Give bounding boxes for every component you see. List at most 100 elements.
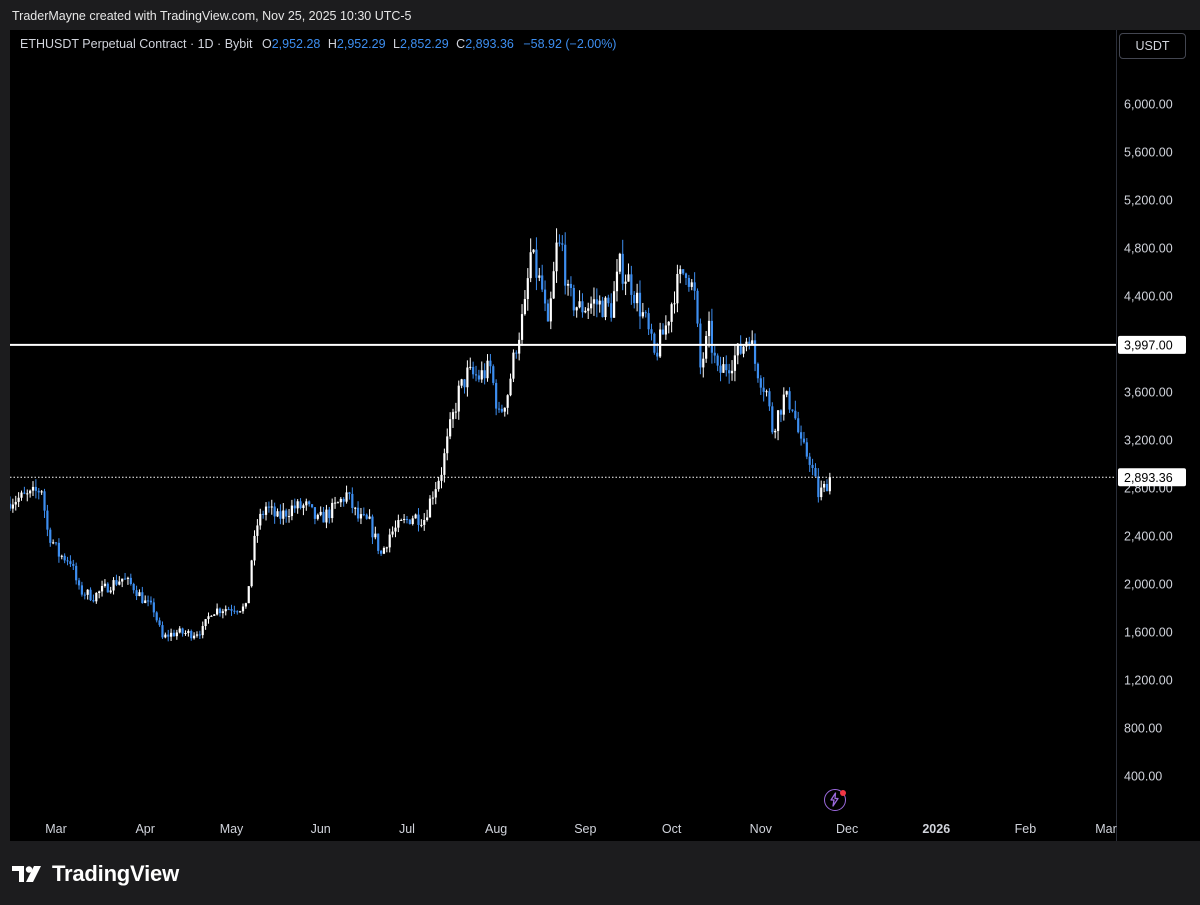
candle-body [365,514,368,519]
candle-body [135,590,138,597]
chart-pane[interactable] [10,30,1116,841]
candle-body [566,283,570,286]
tradingview-logo[interactable]: TradingView [12,861,179,887]
candles-group [10,228,831,642]
candle-body [333,502,337,504]
candle-body [765,391,768,393]
price-tick-label: 3,600.00 [1124,386,1173,400]
candle-body [100,586,104,592]
candle-body [472,366,475,375]
candle-body [601,300,604,318]
candle-body [181,628,184,634]
high-label: H [327,37,337,51]
close-value: 2,893.36 [465,37,514,51]
candle-body [492,366,495,383]
candle-body [262,513,265,515]
candle-body [515,352,518,354]
candle-body [414,514,417,519]
candle-body [49,529,52,543]
candle-body [115,580,118,585]
candle-body [34,486,37,491]
time-tick-label: Sep [574,822,596,836]
candle-body [371,516,374,538]
candle-body [46,510,49,530]
candle-body [604,297,607,318]
candle-body [785,391,788,395]
candle-body [673,303,676,305]
symbol-title: ETHUSDT Perpetual Contract · 1D · Bybit [20,37,253,51]
price-scale[interactable] [1116,30,1200,841]
candle-body [17,497,20,502]
candle-body [426,517,429,520]
candle-body [377,533,380,551]
candle-body [216,608,219,615]
candle-body [431,497,434,499]
candle-body [555,242,558,272]
candle-body [618,253,621,272]
candle-body [753,340,757,364]
candle-body [210,615,213,617]
candle-body [83,594,86,596]
candle-body [190,631,193,639]
candle-body [500,408,504,412]
candle-body [638,292,642,317]
change-value: −58.92 (−2.00%) [523,37,617,51]
open-label: O [261,37,272,51]
candle-body [394,527,397,532]
candle-body [29,490,32,494]
candle-body [241,606,245,612]
candle-body [250,560,253,587]
candle-body [54,542,58,544]
price-tag-label: 2,893.36 [1124,471,1173,485]
candle-body [92,600,95,602]
candle-body [549,298,552,322]
candle-body [541,275,544,290]
candle-body [636,292,639,304]
candle-body [558,242,561,244]
candle-body [391,531,394,535]
candle-body [339,498,342,503]
candle-body [342,498,345,502]
candle-body [276,511,279,517]
candle-body [659,329,662,357]
candle-body [702,358,705,368]
candle-body [221,611,224,614]
candle-body [469,366,472,368]
candle-body [356,507,360,519]
candle-body [610,303,613,318]
candle-body [152,602,155,613]
candle-body [218,608,222,614]
candle-body [351,493,354,508]
candle-body [584,310,587,313]
candle-body [336,502,340,504]
candle-body [779,410,783,415]
candle-body [164,634,167,638]
candle-body [31,486,35,491]
candle-body [213,614,216,616]
tradingview-wordmark: TradingView [52,861,179,886]
close-label: C [456,37,466,51]
candle-body [728,370,731,374]
time-tick-label: Mar [1095,822,1117,836]
candle-body [379,550,383,554]
lightning-icon[interactable] [824,789,846,811]
candle-body [581,301,584,313]
candle-body [86,589,89,595]
candle-body [388,534,391,548]
candle-body [325,509,328,523]
candle-body [825,483,829,492]
open-value: 2,952.28 [271,37,321,51]
candle-body [359,514,363,519]
candle-body [523,299,527,315]
time-tick-label: Oct [662,822,682,836]
candle-body [477,375,480,380]
currency-button[interactable]: USDT [1119,33,1186,59]
candle-body [308,501,311,505]
candle-body [411,518,414,524]
candle-body [682,269,685,274]
candle-body [656,352,659,357]
low-label: L [393,37,400,51]
candle-body [331,502,334,519]
candle-body [187,631,190,634]
candle-body [302,505,305,509]
